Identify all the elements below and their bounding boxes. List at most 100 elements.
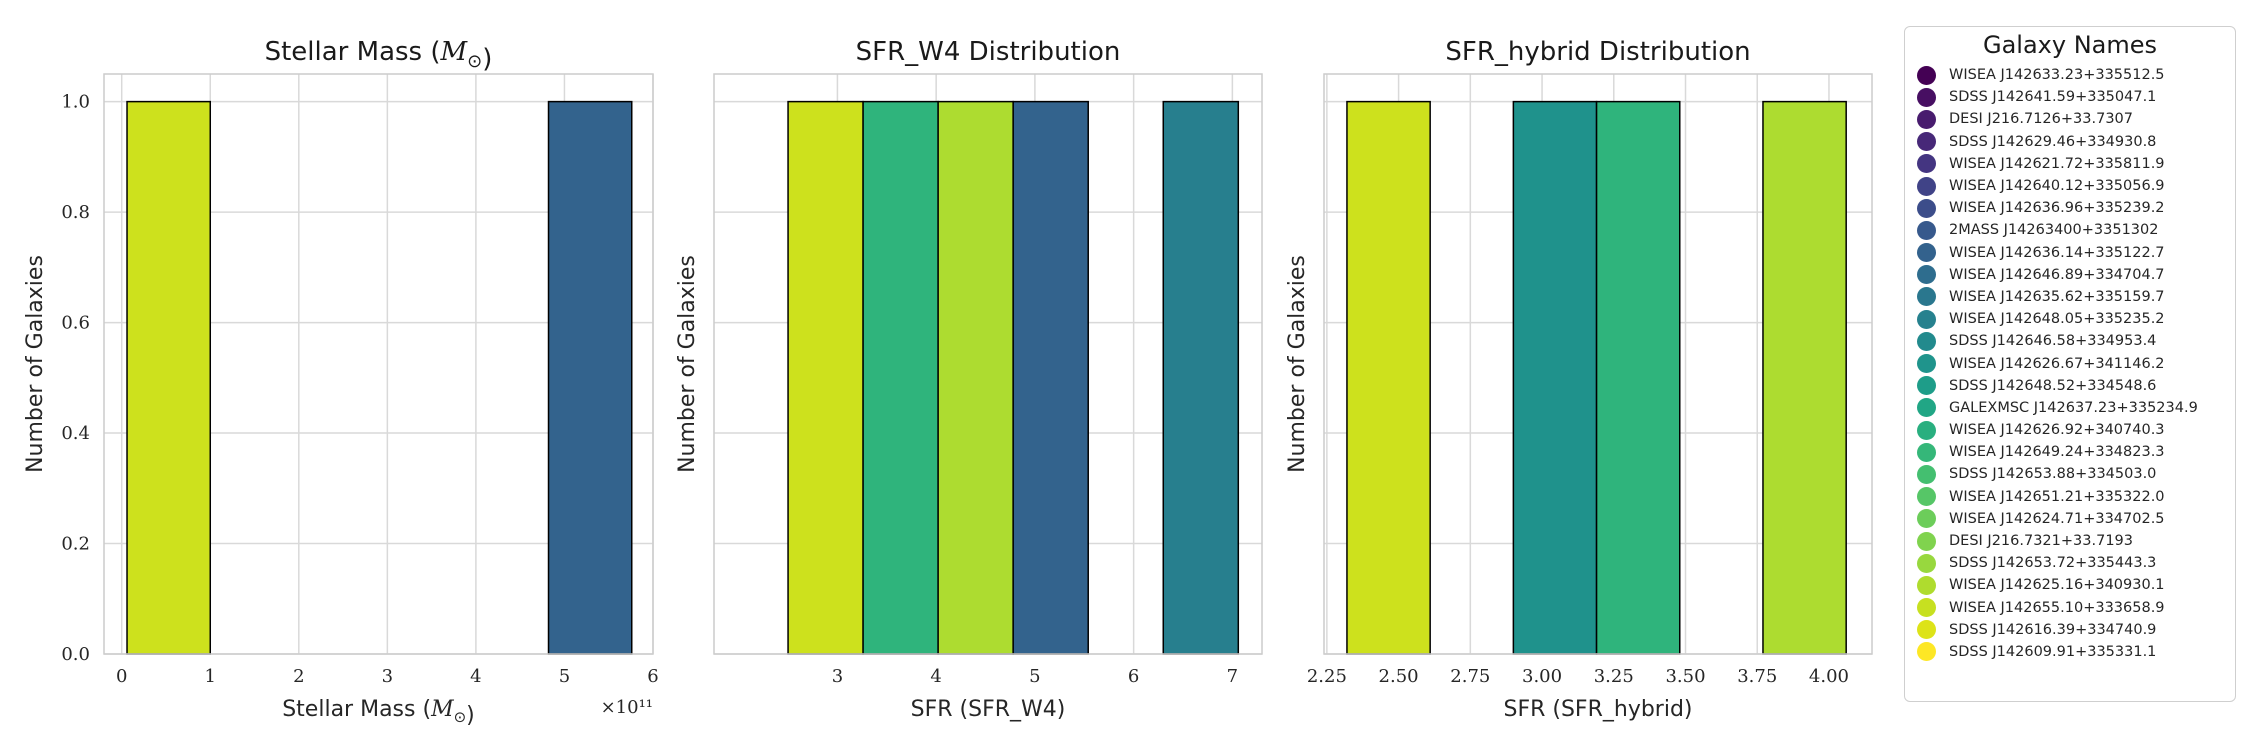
legend-label: WISEA J142655.10+333658.9: [1949, 599, 2165, 616]
legend-item: SDSS J142648.52+334548.6: [1917, 375, 2235, 397]
legend-swatch: [1917, 331, 1936, 351]
legend-swatch: [1917, 531, 1936, 551]
legend-item: WISEA J142636.14+335122.7: [1917, 242, 2235, 264]
histogram-bar: [787, 100, 864, 655]
legend-swatch: [1917, 354, 1936, 374]
legend-swatch: [1917, 398, 1936, 418]
x-tick-label: 3.25: [1594, 666, 1634, 687]
legend-item: SDSS J142641.59+335047.1: [1917, 86, 2235, 108]
legend-item: WISEA J142636.96+335239.2: [1917, 197, 2235, 219]
legend-label: WISEA J142625.16+340930.1: [1949, 577, 2165, 594]
legend-label: WISEA J142626.67+341146.2: [1949, 355, 2165, 372]
legend-swatch: [1917, 553, 1936, 573]
x-tick-label: 3.75: [1737, 666, 1777, 687]
legend-list: WISEA J142633.23+335512.5 SDSS J142641.59…: [1905, 64, 2235, 663]
x-tick-label: 5: [1029, 666, 1040, 687]
legend-label: WISEA J142621.72+335811.9: [1949, 155, 2165, 172]
legend-label: SDSS J142653.88+334503.0: [1949, 466, 2157, 483]
legend-swatch: [1917, 109, 1936, 129]
x-tick-label: 6: [1128, 666, 1139, 687]
legend-item: SDSS J142653.88+334503.0: [1917, 463, 2235, 485]
x-axis-label: SFR (SFR_hybrid): [1503, 697, 1692, 722]
histogram-bar: [937, 100, 1014, 655]
x-tick-label: 3.00: [1522, 666, 1562, 687]
legend-item: WISEA J142649.24+334823.3: [1917, 441, 2235, 463]
legend-label: WISEA J142633.23+335512.5: [1949, 67, 2165, 84]
y-axis-label: Number of Galaxies: [1285, 255, 1310, 473]
x-tick-label: 2: [293, 666, 304, 687]
legend-swatch: [1917, 420, 1936, 440]
x-tick-label: 1: [205, 666, 216, 687]
legend-label: WISEA J142636.14+335122.7: [1949, 244, 2165, 261]
chart-panel-3: 2.25 2.50 2.75 3.00 3.25 3.50 3.75 4.00 SFR_hybr…: [1285, 37, 1873, 722]
x-tick-label: 3: [832, 666, 843, 687]
legend-swatch: [1917, 198, 1936, 218]
x-tick-label: 7: [1227, 666, 1238, 687]
legend-item: WISEA J142648.05+335235.2: [1917, 308, 2235, 330]
legend-label: SDSS J142653.72+335443.3: [1949, 555, 2157, 572]
legend-label: WISEA J142640.12+335056.9: [1949, 178, 2165, 195]
legend-label: DESI J216.7321+33.7193: [1949, 533, 2133, 550]
x-tick-label: 4: [470, 666, 481, 687]
legend-label: GALEXMSC J142637.23+335234.9: [1949, 399, 2198, 416]
legend-label: SDSS J142609.91+335331.1: [1949, 643, 2157, 660]
legend-label: WISEA J142636.96+335239.2: [1949, 200, 2165, 217]
histogram-bar: [126, 100, 212, 655]
histogram-bar: [1595, 100, 1681, 655]
chart-title: Stellar Mass (M⊙): [265, 37, 493, 74]
plot-frame: [713, 73, 1263, 655]
legend-item: SDSS J142646.58+334953.4: [1917, 330, 2235, 352]
legend-item: WISEA J142626.67+341146.2: [1917, 352, 2235, 374]
histogram-bar: [1012, 100, 1089, 655]
y-tick-label: 0.4: [61, 423, 90, 444]
legend-item: WISEA J142646.89+334704.7: [1917, 264, 2235, 286]
legend-swatch: [1917, 376, 1936, 396]
legend-label: WISEA J142624.71+334702.5: [1949, 510, 2165, 527]
histogram-bar: [1346, 100, 1431, 655]
histogram-bar: [1512, 100, 1598, 655]
chart-panel-1: 0 1 2 3 4 5 6 0.0 0.2 0.4 0.6 0.8 1.0 Stellar Mass (M…: [23, 37, 659, 728]
x-tick-label: 5: [559, 666, 570, 687]
y-axis-label: Number of Galaxies: [23, 255, 48, 473]
legend-label: SDSS J142648.52+334548.6: [1949, 377, 2157, 394]
legend-swatch: [1917, 487, 1936, 507]
x-offset-label: ×10¹¹: [601, 697, 653, 718]
legend-swatch: [1917, 132, 1936, 152]
legend-item: SDSS J142653.72+335443.3: [1917, 552, 2235, 574]
legend-item: SDSS J142609.91+335331.1: [1917, 641, 2235, 663]
legend-item: WISEA J142651.21+335322.0: [1917, 486, 2235, 508]
legend-item: SDSS J142616.39+334740.9: [1917, 619, 2235, 641]
legend-label: 2MASS J14263400+3351302: [1949, 222, 2159, 239]
legend-item: GALEXMSC J142637.23+335234.9: [1917, 397, 2235, 419]
legend-swatch: [1917, 464, 1936, 484]
legend-swatch: [1917, 65, 1936, 85]
legend-label: WISEA J142648.05+335235.2: [1949, 311, 2165, 328]
x-tick-label: 4: [930, 666, 941, 687]
legend-item: WISEA J142624.71+334702.5: [1917, 508, 2235, 530]
y-tick-label: 0.2: [61, 534, 90, 555]
legend-label: DESI J216.7126+33.7307: [1949, 111, 2133, 128]
chart-title: SFR_hybrid Distribution: [1445, 37, 1750, 67]
legend-item: WISEA J142640.12+335056.9: [1917, 175, 2235, 197]
plot-frame: [103, 73, 654, 655]
x-tick-label: 0: [116, 666, 127, 687]
x-tick-label: 4.00: [1809, 666, 1849, 687]
y-tick-label: 0.0: [61, 644, 90, 665]
legend-label: WISEA J142635.62+335159.7: [1949, 288, 2165, 305]
legend-item: WISEA J142655.10+333658.9: [1917, 597, 2235, 619]
histogram-bar: [862, 100, 939, 655]
chart-title: SFR_W4 Distribution: [856, 37, 1121, 67]
legend-item: WISEA J142621.72+335811.9: [1917, 153, 2235, 175]
legend-item: WISEA J142625.16+340930.1: [1917, 574, 2235, 596]
legend-label: SDSS J142616.39+334740.9: [1949, 621, 2157, 638]
legend-swatch: [1917, 598, 1936, 618]
legend-swatch: [1917, 509, 1936, 529]
y-tick-label: 0.8: [61, 202, 90, 223]
x-tick-label: 6: [647, 666, 658, 687]
legend-label: WISEA J142649.24+334823.3: [1949, 444, 2165, 461]
legend: Galaxy Names WISEA J142633.23+335512.5 SD…: [1904, 26, 2236, 702]
legend-swatch: [1917, 575, 1936, 595]
legend-title: Galaxy Names: [1982, 31, 2158, 59]
legend-swatch: [1917, 442, 1936, 462]
